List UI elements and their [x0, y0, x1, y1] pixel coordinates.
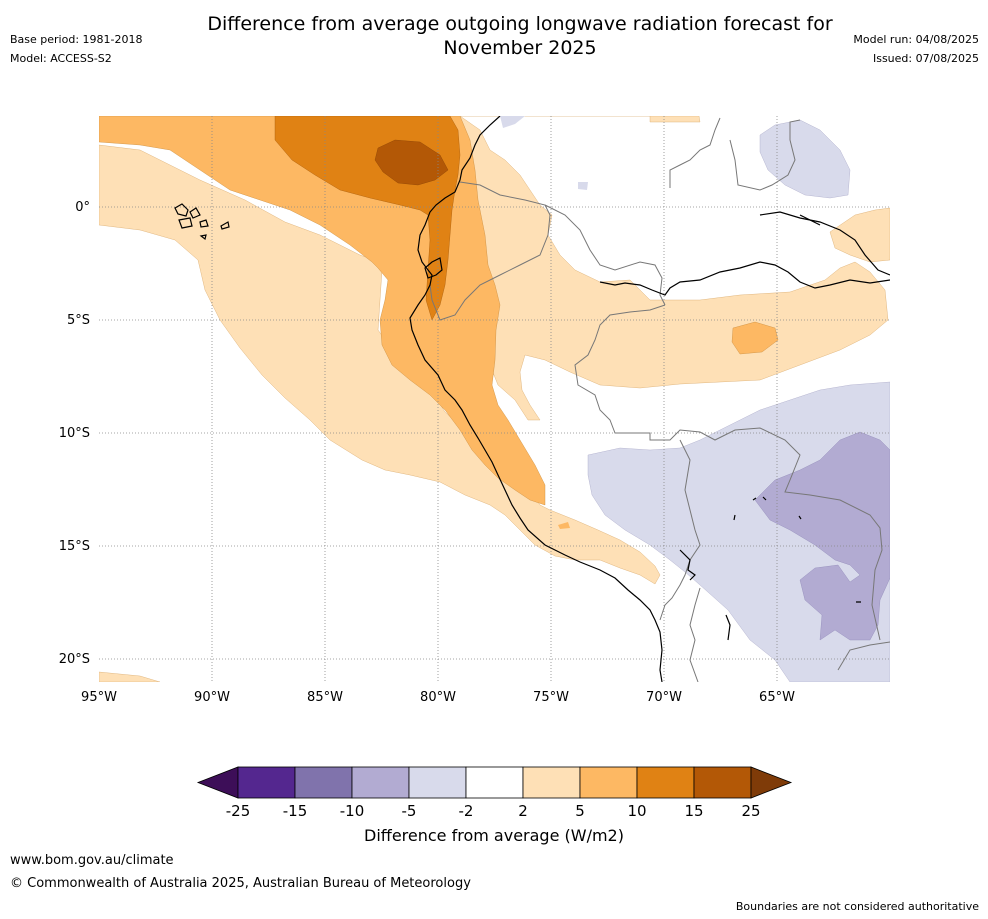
colorbar-tick-label: 25: [741, 802, 760, 820]
anomaly-region-2-5: [99, 116, 701, 585]
colorbar-tick-label: -15: [283, 802, 308, 820]
lat-label: 0°: [75, 200, 90, 215]
colorbar-bin: [408, 766, 467, 799]
colorbar-extend-high: [750, 766, 793, 799]
map-title: Difference from average outgoing longwav…: [150, 12, 890, 60]
anomaly-region-5-10-east: [731, 321, 779, 355]
colorbar-tick-label: -25: [226, 802, 251, 820]
lat-labels: 0° 5°S 10°S 15°S 20°S: [59, 200, 90, 667]
lon-label: 85°W: [307, 690, 343, 705]
olr-anomaly-map: 0° 5°S 10°S 15°S 20°S 95°W 90°W 85°W 80°…: [59, 116, 890, 705]
lon-label: 70°W: [646, 690, 682, 705]
lat-label: 5°S: [67, 313, 90, 328]
colorbar-bin: [237, 766, 296, 799]
colorbar-bin: [693, 766, 752, 799]
colorbar-bin: [636, 766, 695, 799]
map-field: [99, 116, 890, 682]
lon-label: 90°W: [194, 690, 230, 705]
colorbar-tick-label: 5: [575, 802, 585, 820]
colorbar-extend-low: [196, 766, 239, 799]
lon-label: 80°W: [420, 690, 456, 705]
colorbar-tick-label: 2: [518, 802, 528, 820]
graticule: [99, 116, 890, 682]
lon-label: 65°W: [759, 690, 795, 705]
lon-label: 95°W: [81, 690, 117, 705]
country-borders: [429, 117, 890, 682]
colorbar-tick-label: -10: [340, 802, 365, 820]
anomaly-region-2-5-sw: [99, 671, 161, 682]
colorbar-bin: [579, 766, 638, 799]
colorbar-bin: [351, 766, 410, 799]
lat-label: 10°S: [59, 426, 90, 441]
colorbar-tick-label: 15: [684, 802, 703, 820]
issued-text: Issued: 07/08/2025: [872, 52, 979, 65]
model-text: Model: ACCESS-S2: [10, 52, 112, 65]
disclaimer-text: Boundaries are not considered authoritat…: [735, 900, 979, 913]
base-period-text: Base period: 1981-2018: [10, 33, 143, 46]
colorbar-tick-label: -2: [459, 802, 474, 820]
colorbar-bin: [522, 766, 581, 799]
model-run-text: Model run: 04/08/2025: [853, 33, 979, 46]
colorbar-bins: [196, 766, 793, 799]
colorbar: -25 -15 -10 -5 -2 2 5 10 15 25: [196, 766, 793, 820]
website-link[interactable]: www.bom.gov.au/climate: [10, 853, 174, 868]
anomaly-region-15-25: [374, 139, 449, 186]
lat-label: 15°S: [59, 539, 90, 554]
colorbar-ticks: -25 -15 -10 -5 -2 2 5 10 15 25: [226, 802, 761, 820]
anomaly-region-2-5-east: [829, 207, 890, 263]
lon-labels: 95°W 90°W 85°W 80°W 75°W 70°W 65°W: [81, 690, 795, 705]
copyright-text: © Commonwealth of Australia 2025, Austra…: [10, 876, 471, 891]
anomaly-region-neg-2-5-dot: [578, 182, 588, 190]
lon-label: 75°W: [533, 690, 569, 705]
map-title-line1: Difference from average outgoing longwav…: [207, 13, 833, 35]
anomaly-region-neg-2-5-top: [500, 116, 525, 128]
colorbar-title: Difference from average (W/m2): [364, 826, 624, 845]
colorbar-bin: [294, 766, 353, 799]
colorbar-tick-label: -5: [402, 802, 417, 820]
map-title-line2: November 2025: [443, 37, 597, 59]
coastlines: [174, 116, 890, 682]
anomaly-region-5-10-dot: [558, 522, 570, 529]
colorbar-tick-label: 10: [627, 802, 646, 820]
lat-label: 20°S: [59, 652, 90, 667]
colorbar-bin: [465, 766, 524, 799]
